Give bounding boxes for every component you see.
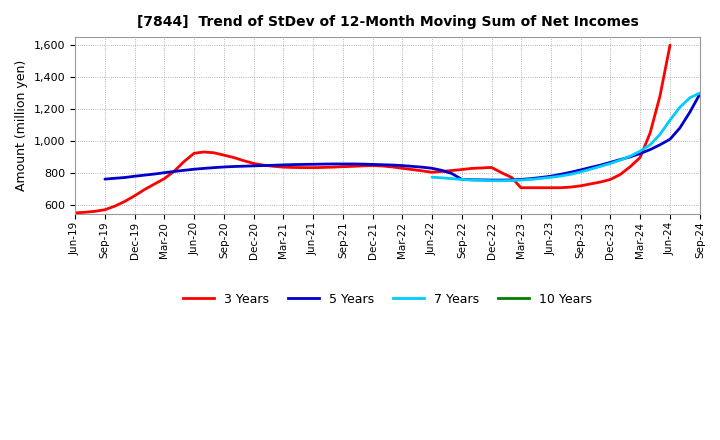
Title: [7844]  Trend of StDev of 12-Month Moving Sum of Net Incomes: [7844] Trend of StDev of 12-Month Moving… <box>137 15 639 29</box>
Legend: 3 Years, 5 Years, 7 Years, 10 Years: 3 Years, 5 Years, 7 Years, 10 Years <box>178 288 597 311</box>
Line: 5 Years: 5 Years <box>105 94 700 180</box>
Y-axis label: Amount (million yen): Amount (million yen) <box>15 60 28 191</box>
Line: 7 Years: 7 Years <box>432 93 700 181</box>
Line: 3 Years: 3 Years <box>75 45 670 213</box>
